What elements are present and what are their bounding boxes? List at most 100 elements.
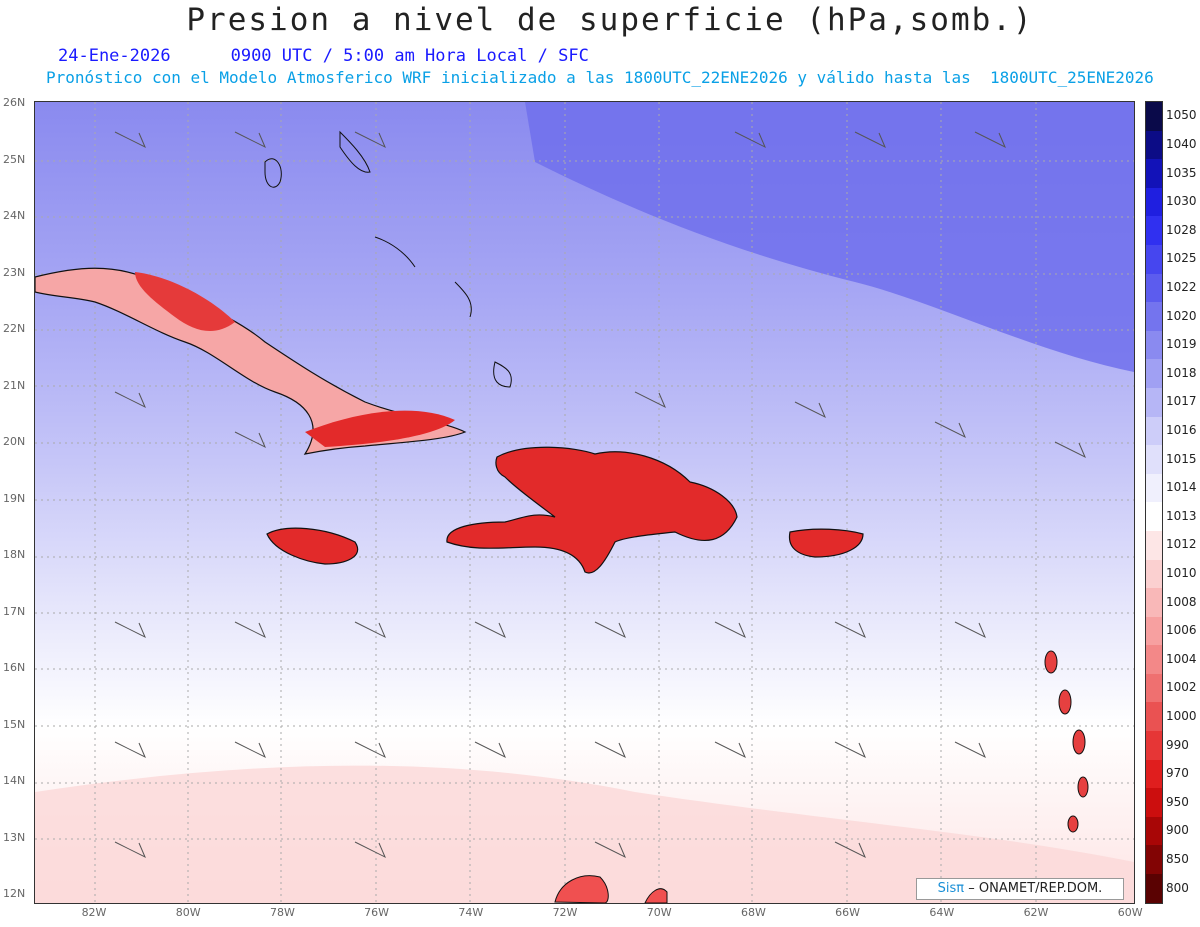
colorbar-swatch xyxy=(1146,416,1162,446)
lon-label: 82W xyxy=(81,906,107,919)
colorbar-label: 1014 xyxy=(1166,480,1197,495)
colorbar-swatch xyxy=(1146,273,1162,303)
colorbar-label: 1008 xyxy=(1166,594,1197,609)
colorbar-label: 1012 xyxy=(1166,537,1197,552)
colorbar-label: 1025 xyxy=(1166,251,1197,266)
colorbar-swatch xyxy=(1146,731,1162,760)
colorbar-swatch xyxy=(1146,673,1162,703)
lon-label: 66W xyxy=(835,906,861,919)
colorbar-label: 1022 xyxy=(1166,279,1197,294)
colorbar-swatch xyxy=(1146,302,1162,331)
lat-label: 17N xyxy=(3,604,26,618)
colorbar-swatch xyxy=(1146,588,1162,617)
colorbar-label: 950 xyxy=(1166,794,1189,809)
colorbar-swatch xyxy=(1146,187,1162,217)
lesser-antilles xyxy=(1044,650,1089,833)
lat-label: 24N xyxy=(3,209,26,222)
lat-label: 20N xyxy=(3,435,26,448)
colorbar-label: 1016 xyxy=(1166,422,1197,437)
lon-label: 80W xyxy=(175,906,201,919)
colorbar-swatch xyxy=(1146,616,1162,646)
lat-label: 25N xyxy=(3,152,26,166)
south-coast-islands xyxy=(554,875,668,904)
lat-label: 15N xyxy=(3,717,26,731)
lon-label: 70W xyxy=(646,906,672,919)
colorbar-swatch xyxy=(1146,102,1162,131)
colorbar-swatch xyxy=(1146,130,1162,160)
colorbar-swatch xyxy=(1146,816,1162,846)
colorbar-swatch xyxy=(1146,244,1162,274)
colorbar-label: 1006 xyxy=(1166,623,1197,638)
colorbar-label: 800 xyxy=(1166,880,1189,895)
sispi-logo: Sisπ xyxy=(937,881,965,896)
colorbar-label: 1050 xyxy=(1166,108,1197,123)
lon-label: 64W xyxy=(929,906,955,919)
colorbar-label: 1015 xyxy=(1166,451,1197,466)
colorbar-label: 1013 xyxy=(1166,508,1197,523)
lat-label: 22N xyxy=(3,322,26,335)
credit-text: – ONAMET/REP.DOM. xyxy=(968,881,1103,896)
lat-label: 26N xyxy=(3,96,26,109)
chart-title: Presion a nivel de superficie (hPa,somb.… xyxy=(186,2,1034,38)
colorbar-label: 1020 xyxy=(1166,308,1197,323)
colorbar-swatch xyxy=(1146,559,1162,589)
credit-box: Sisπ – ONAMET/REP.DOM. xyxy=(916,878,1124,900)
colorbar-label: 900 xyxy=(1166,823,1189,838)
colorbar-swatch xyxy=(1146,445,1162,474)
lat-label: 12N xyxy=(3,887,26,900)
colorbar xyxy=(1145,101,1163,904)
lat-label: 14N xyxy=(3,774,26,787)
hispaniola xyxy=(446,446,738,574)
valid-time: 24-Ene-2026 0900 UTC / 5:00 am Hora Local… xyxy=(58,46,589,66)
colorbar-swatch xyxy=(1146,530,1162,560)
colorbar-label: 1028 xyxy=(1166,222,1197,237)
colorbar-swatch xyxy=(1146,788,1162,817)
lon-label: 78W xyxy=(269,906,295,919)
puerto-rico xyxy=(788,528,864,558)
colorbar-label: 1040 xyxy=(1166,136,1197,151)
lat-label: 19N xyxy=(3,491,26,505)
colorbar-swatch xyxy=(1146,759,1162,789)
lat-label: 23N xyxy=(3,265,26,279)
colorbar-swatch xyxy=(1146,874,1162,903)
colorbar-label: 1019 xyxy=(1166,337,1197,352)
lat-label: 18N xyxy=(3,548,26,561)
colorbar-label: 1035 xyxy=(1166,165,1197,180)
colorbar-label: 1000 xyxy=(1166,709,1197,724)
date-label: 24-Ene-2026 xyxy=(58,46,171,66)
bahamas xyxy=(264,130,512,388)
colorbar-swatch xyxy=(1146,387,1162,417)
lon-label: 60W xyxy=(1117,906,1143,919)
colorbar-swatch xyxy=(1146,845,1162,875)
lat-label: 21N xyxy=(3,378,26,392)
colorbar-swatch xyxy=(1146,216,1162,245)
wind-barbs xyxy=(114,131,1086,859)
colorbar-swatch xyxy=(1146,359,1162,388)
map-canvas xyxy=(34,102,1134,904)
lon-label: 76W xyxy=(364,906,390,919)
lon-label: 74W xyxy=(458,906,484,919)
lat-label: 13N xyxy=(3,830,26,844)
cuba xyxy=(34,267,467,455)
low-pressure-zone xyxy=(35,765,1134,903)
colorbar-label: 1018 xyxy=(1166,365,1197,380)
colorbar-label: 1004 xyxy=(1166,651,1197,666)
colorbar-swatch xyxy=(1146,502,1162,531)
lon-label: 68W xyxy=(740,906,766,919)
pressure-map xyxy=(34,101,1135,904)
colorbar-label: 1010 xyxy=(1166,566,1197,581)
time-label: 0900 UTC / 5:00 am Hora Local / SFC xyxy=(230,46,589,66)
lon-label: 72W xyxy=(552,906,578,919)
colorbar-label: 970 xyxy=(1166,766,1189,781)
colorbar-label: 1030 xyxy=(1166,194,1197,209)
colorbar-label: 850 xyxy=(1166,852,1189,867)
high-pressure-zone xyxy=(525,102,1134,372)
jamaica xyxy=(266,527,359,565)
graticule xyxy=(35,102,1134,903)
colorbar-label: 1002 xyxy=(1166,680,1197,695)
colorbar-swatch xyxy=(1146,702,1162,732)
lon-label: 62W xyxy=(1023,906,1049,919)
colorbar-label: 990 xyxy=(1166,737,1189,752)
colorbar-swatch xyxy=(1146,159,1162,188)
forecast-note: Pronóstico con el Modelo Atmosferico WRF… xyxy=(46,68,1154,87)
